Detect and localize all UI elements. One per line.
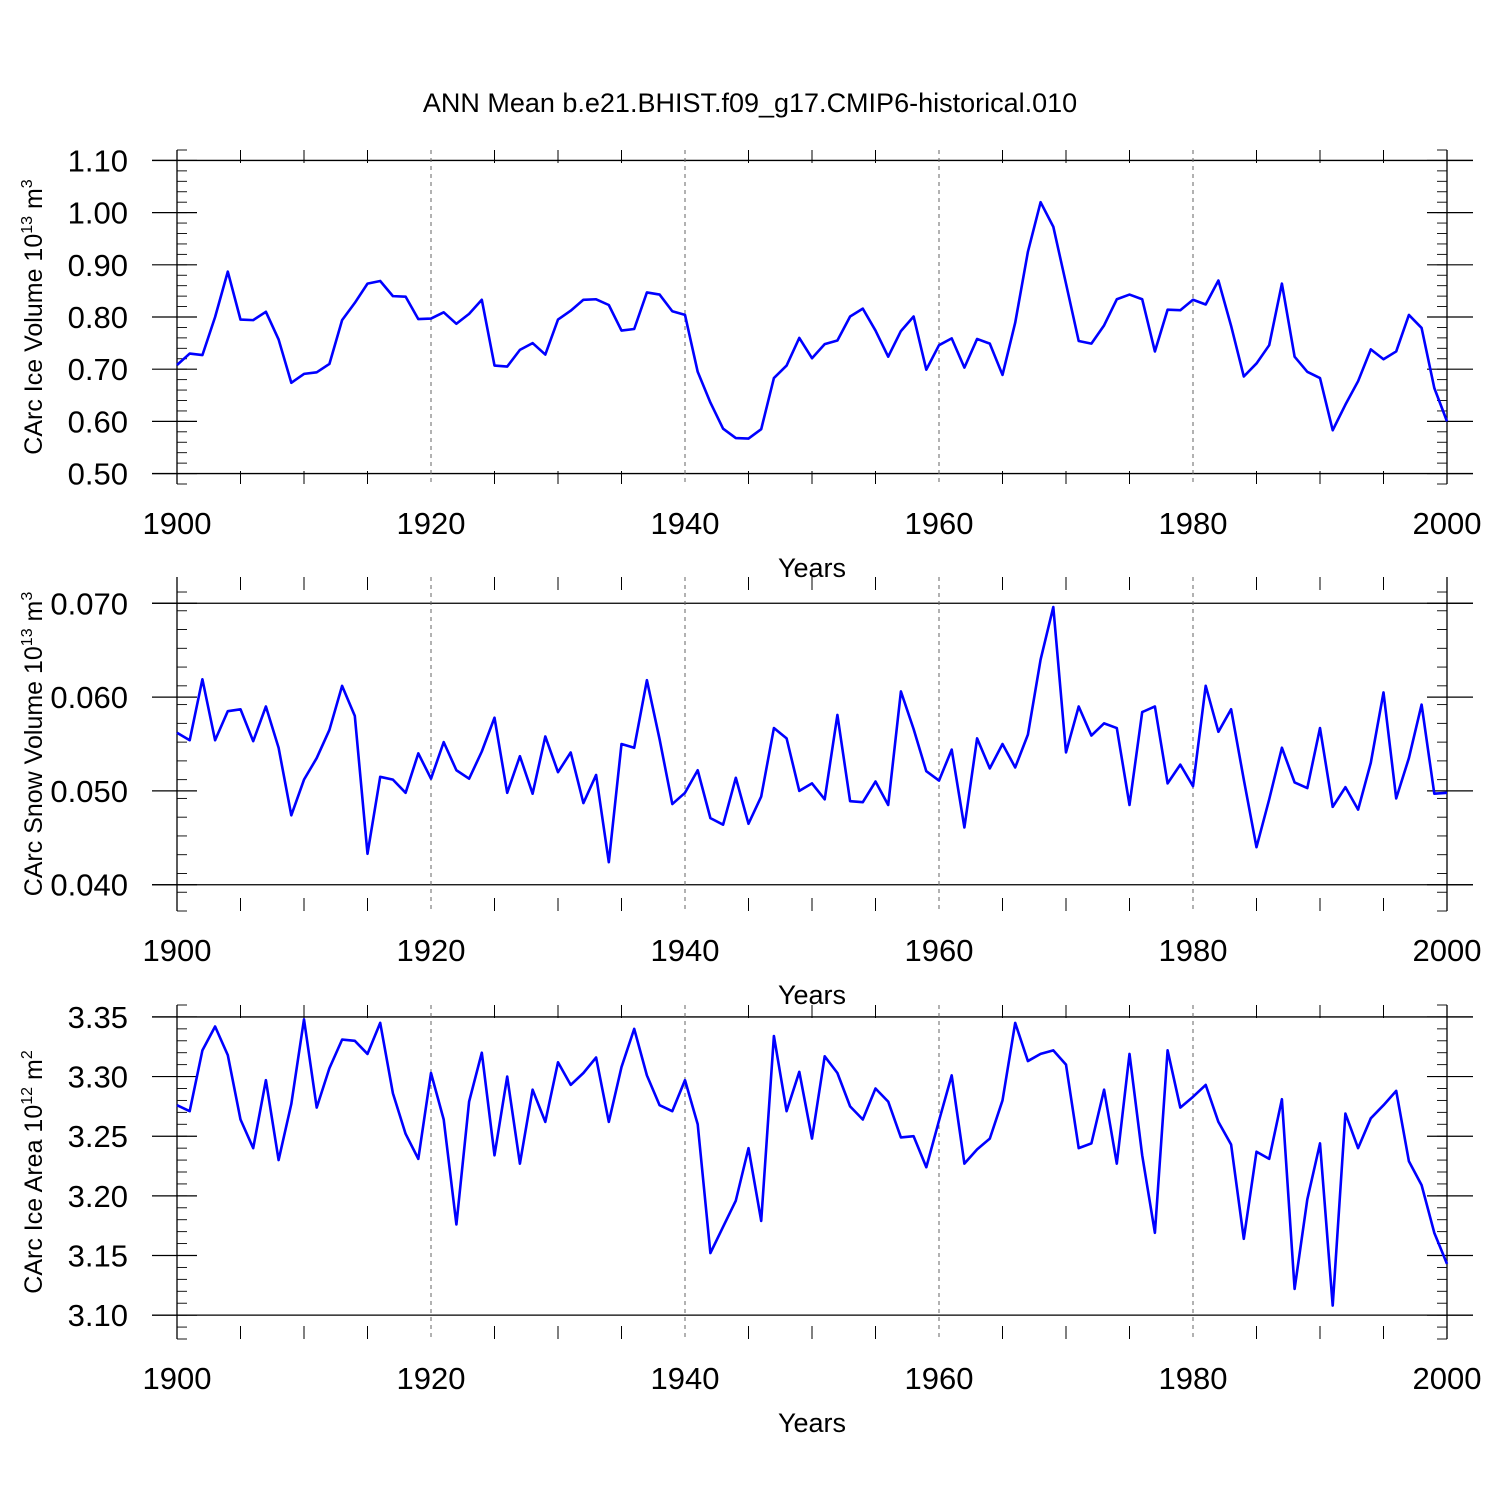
x-tick-label: 1940 [651, 1361, 720, 1396]
x-tick-label: 1900 [143, 1361, 212, 1396]
y-tick-label: 3.10 [68, 1298, 128, 1333]
x-tick-label: 1960 [905, 1361, 974, 1396]
y-tick-label: 1.00 [68, 196, 128, 231]
y-tick-label: 3.25 [68, 1119, 128, 1154]
x-tick-label: 1960 [905, 933, 974, 968]
data-series-line [176, 200, 1449, 440]
y-tick-label: 0.050 [50, 774, 128, 809]
y-tick-label: 3.20 [68, 1179, 128, 1214]
x-tick-label: 2000 [1413, 1361, 1482, 1396]
panel-2: 0.040 0.050 0.060 0.070 1900 1920 1940 1960 1980… [19, 577, 1481, 1010]
y-tick-label: 0.90 [68, 248, 128, 283]
figure-title: ANN Mean b.e21.BHIST.f09_g17.CMIP6-histo… [423, 88, 1077, 118]
y-tick-label: 0.070 [50, 586, 128, 621]
y-tick-label: 3.30 [68, 1060, 128, 1095]
x-tick-label: 1980 [1159, 933, 1228, 968]
x-tick-label: 1980 [1159, 506, 1228, 541]
x-axis-label: Years [778, 1408, 846, 1438]
x-tick-label: 1980 [1159, 1361, 1228, 1396]
x-tick-label: 1940 [651, 933, 720, 968]
data-series-line [176, 1018, 1449, 1307]
y-axis-label: CArc Ice Volume 1013 m3 [19, 179, 48, 455]
y-axis-label: CArc Snow Volume 1013 m3 [19, 592, 48, 897]
x-tick-label: 1900 [143, 506, 212, 541]
x-tick-label: 2000 [1413, 506, 1482, 541]
x-tick-label: 2000 [1413, 933, 1482, 968]
y-tick-label: 0.060 [50, 680, 128, 715]
y-tick-label: 0.040 [50, 868, 128, 903]
x-tick-label: 1900 [143, 933, 212, 968]
y-tick-label: 3.15 [68, 1239, 128, 1274]
panel-3: 3.10 3.15 3.20 3.25 3.30 3.35 1900 1920 1940 1960… [19, 1000, 1481, 1438]
y-tick-label: 1.10 [68, 143, 128, 178]
data-series-line [176, 605, 1448, 864]
panel-1: 0.50 0.60 0.70 0.80 0.90 1.00 1.10 1900 1920 1940… [19, 143, 1481, 583]
y-tick-label: 3.35 [68, 1000, 128, 1035]
x-tick-label: 1940 [651, 506, 720, 541]
y-tick-label: 0.70 [68, 352, 128, 387]
x-tick-label: 1920 [397, 1361, 466, 1396]
x-tick-label: 1920 [397, 506, 466, 541]
y-tick-label: 0.80 [68, 300, 128, 335]
y-tick-label: 0.50 [68, 457, 128, 492]
y-axis-label: CArc Ice Area 1012 m2 [19, 1050, 48, 1294]
y-tick-label: 0.60 [68, 404, 128, 439]
x-tick-label: 1920 [397, 933, 466, 968]
x-tick-label: 1960 [905, 506, 974, 541]
